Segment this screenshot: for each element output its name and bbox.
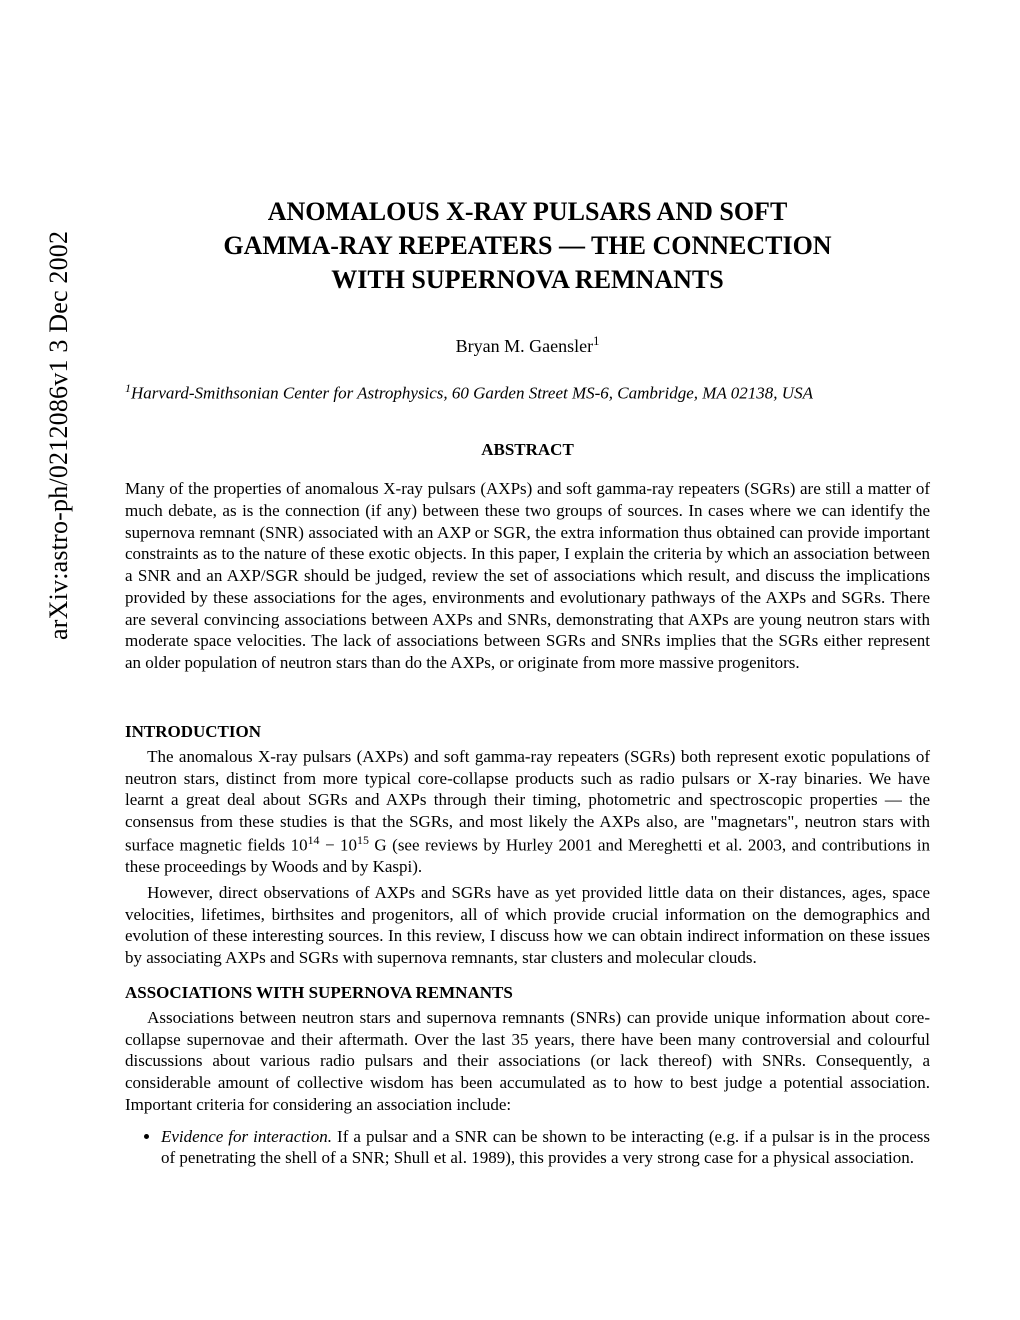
section-introduction-heading: INTRODUCTION: [125, 722, 930, 742]
title-block: ANOMALOUS X-RAY PULSARS AND SOFT GAMMA-R…: [125, 195, 930, 296]
list-item: Evidence for interaction. If a pulsar an…: [161, 1126, 930, 1170]
title-line-2: GAMMA-RAY REPEATERS — THE CONNECTION: [223, 231, 831, 260]
intro-p1-mid: − 10: [319, 835, 357, 854]
abstract-body: Many of the properties of anomalous X-ra…: [125, 478, 930, 674]
author-name: Bryan M. Gaensler: [456, 336, 593, 356]
author-line: Bryan M. Gaensler1: [125, 334, 930, 357]
intro-p1-exp1: 14: [308, 833, 320, 847]
arxiv-stamp: arXiv:astro-ph/0212086v1 3 Dec 2002: [44, 231, 74, 640]
intro-paragraph-2: However, direct observations of AXPs and…: [125, 882, 930, 969]
criteria-list: Evidence for interaction. If a pulsar an…: [125, 1126, 930, 1170]
paper-title: ANOMALOUS X-RAY PULSARS AND SOFT GAMMA-R…: [125, 195, 930, 296]
section-associations-heading: ASSOCIATIONS WITH SUPERNOVA REMNANTS: [125, 983, 930, 1003]
author-superscript: 1: [593, 334, 599, 348]
assoc-paragraph-1: Associations between neutron stars and s…: [125, 1007, 930, 1116]
intro-p1-exp2: 15: [357, 833, 369, 847]
bullet-label: Evidence for interaction.: [161, 1127, 332, 1146]
affiliation-line: 1Harvard-Smithsonian Center for Astrophy…: [125, 381, 930, 404]
intro-paragraph-1: The anomalous X-ray pulsars (AXPs) and s…: [125, 746, 930, 878]
paper-page: ANOMALOUS X-RAY PULSARS AND SOFT GAMMA-R…: [0, 0, 1020, 1215]
title-line-3: WITH SUPERNOVA REMNANTS: [331, 265, 723, 294]
title-line-1: ANOMALOUS X-RAY PULSARS AND SOFT: [268, 197, 788, 226]
abstract-heading: ABSTRACT: [125, 440, 930, 460]
affiliation-text: Harvard-Smithsonian Center for Astrophys…: [131, 384, 813, 403]
